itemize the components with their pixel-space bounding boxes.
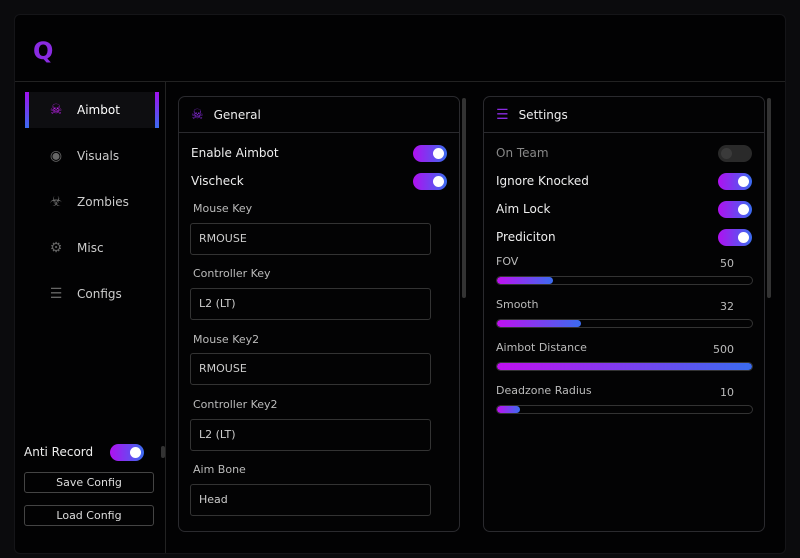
field-label: Controller Key2 — [193, 398, 278, 411]
toggle-label: Vischeck — [191, 174, 244, 188]
slider-fill — [497, 406, 520, 413]
field-label: Mouse Key — [193, 202, 253, 215]
ignore-knocked-toggle[interactable] — [718, 172, 752, 190]
slider-label: Smooth — [496, 298, 539, 311]
sidebar-item-configs[interactable]: ☰ Configs — [25, 276, 159, 312]
on-team-toggle[interactable] — [718, 144, 752, 162]
slider-label: FOV — [496, 255, 519, 268]
ignore-knocked-row: Ignore Knocked — [496, 171, 752, 191]
general-panel: ☠ General Enable Aimbot Vischeck Mouse Ke… — [178, 96, 460, 532]
deadzone-radius-slider[interactable]: Deadzone Radius 10 — [496, 384, 753, 414]
eye-icon: ◉ — [49, 148, 63, 164]
slider-fill — [497, 320, 582, 327]
skull-icon: ☠ — [49, 102, 63, 118]
aimbot-distance-slider[interactable]: Aimbot Distance 500 — [496, 341, 753, 371]
slider-value: 32 — [720, 300, 734, 313]
enable-aimbot-row: Enable Aimbot — [191, 143, 447, 163]
toggle-label: On Team — [496, 146, 549, 160]
main-window: Q ☠ Aimbot ◉ Visuals ☣ Zombies ⚙ Misc ☰ Confi… — [14, 14, 786, 554]
slider-value: 500 — [713, 343, 734, 356]
enable-aimbot-toggle[interactable] — [413, 144, 447, 162]
anti-record-label: Anti Record — [24, 445, 94, 459]
vischeck-toggle[interactable] — [413, 172, 447, 190]
smooth-slider[interactable]: Smooth 32 — [496, 298, 753, 328]
toggle-label: Ignore Knocked — [496, 174, 589, 188]
anti-record-toggle[interactable] — [110, 443, 144, 461]
aim-lock-row: Aim Lock — [496, 199, 752, 219]
sidebar-item-visuals[interactable]: ◉ Visuals — [25, 138, 159, 174]
toggle-label: Prediciton — [496, 230, 556, 244]
mouse-key2-input[interactable]: RMOUSE — [190, 353, 431, 385]
aim-lock-toggle[interactable] — [718, 200, 752, 218]
field-label: Aim Bone — [193, 463, 246, 476]
sidebar-item-label: Aimbot — [77, 103, 120, 117]
panel-title: Settings — [518, 107, 568, 122]
vischeck-row: Vischeck — [191, 171, 447, 191]
sidebar-scrollbar[interactable] — [161, 446, 165, 458]
mouse-key-input[interactable]: RMOUSE — [190, 223, 431, 255]
divider — [15, 81, 785, 82]
prediction-row: Prediciton — [496, 227, 752, 247]
field-label: Controller Key — [193, 267, 271, 280]
sidebar-item-label: Zombies — [77, 195, 129, 209]
slider-value: 50 — [720, 257, 734, 270]
sidebar-item-label: Configs — [77, 287, 122, 301]
anti-record-row: Anti Record — [24, 442, 144, 462]
sidebar-item-label: Misc — [77, 241, 104, 255]
slider-label: Deadzone Radius — [496, 384, 592, 397]
divider — [165, 81, 166, 553]
save-config-button[interactable]: Save Config — [24, 472, 154, 493]
slider-label: Aimbot Distance — [496, 341, 587, 354]
aim-bone-input[interactable]: Head — [190, 484, 431, 516]
sliders-icon: ☰ — [49, 286, 63, 302]
sidebar-item-aimbot[interactable]: ☠ Aimbot — [25, 92, 159, 128]
sidebar-item-misc[interactable]: ⚙ Misc — [25, 230, 159, 266]
toggle-label: Aim Lock — [496, 202, 551, 216]
sliders-icon: ☰ — [496, 106, 509, 123]
logo: Q — [33, 37, 54, 65]
on-team-row: On Team — [496, 143, 752, 163]
panel-title: General — [213, 107, 261, 122]
skull-icon: ☠ — [191, 106, 204, 123]
sidebar-item-label: Visuals — [77, 149, 120, 163]
slider-value: 10 — [720, 386, 734, 399]
prediction-toggle[interactable] — [718, 228, 752, 246]
settings-scrollbar[interactable] — [767, 98, 771, 298]
sidebar-item-zombies[interactable]: ☣ Zombies — [25, 184, 159, 220]
fov-slider[interactable]: FOV 50 — [496, 255, 753, 285]
slider-fill — [497, 363, 752, 370]
controller-key-input[interactable]: L2 (LT) — [190, 288, 431, 320]
general-scrollbar[interactable] — [462, 98, 466, 298]
controller-key2-input[interactable]: L2 (LT) — [190, 419, 431, 451]
gear-icon: ⚙ — [49, 240, 63, 256]
biohazard-icon: ☣ — [49, 194, 63, 210]
toggle-label: Enable Aimbot — [191, 146, 279, 160]
settings-panel: ☰ Settings On Team Ignore Knocked Aim Loc… — [483, 96, 765, 532]
slider-fill — [497, 277, 554, 284]
load-config-button[interactable]: Load Config — [24, 505, 154, 526]
field-label: Mouse Key2 — [193, 333, 260, 346]
